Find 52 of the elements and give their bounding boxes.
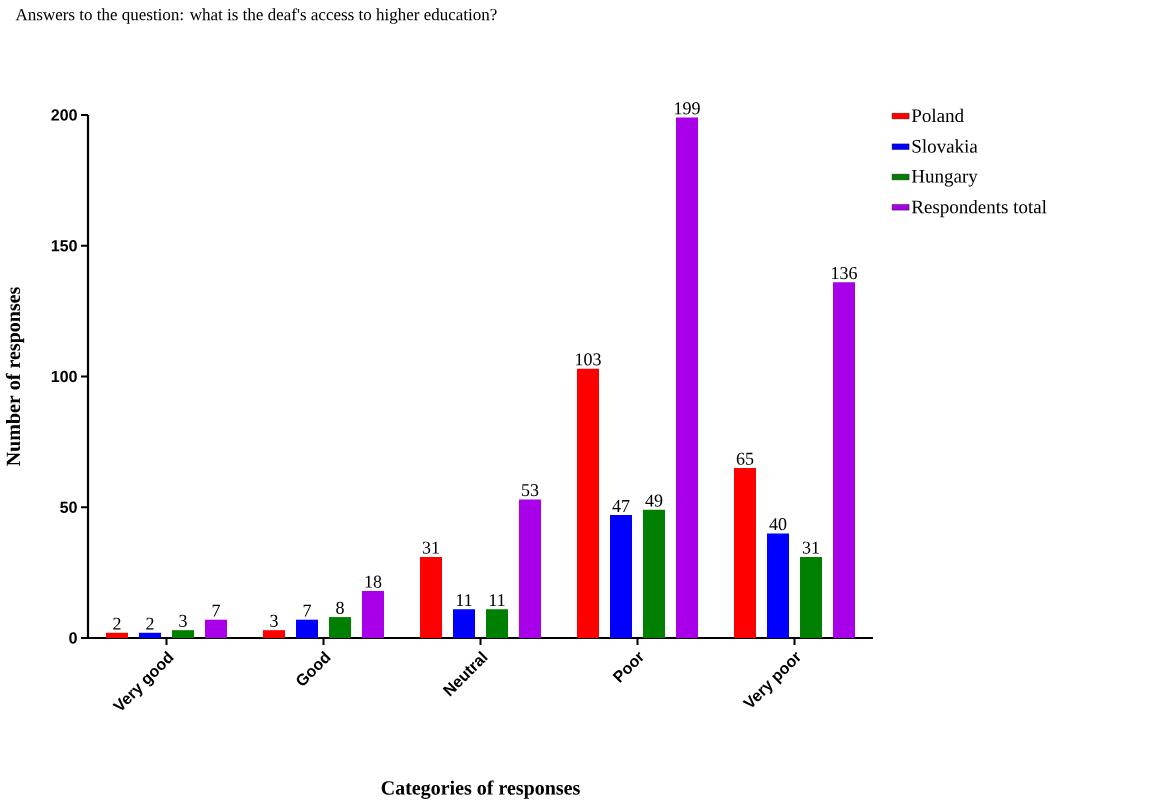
- y-tick-label: 0: [69, 632, 77, 644]
- data-label: 103: [576, 353, 601, 366]
- bar: [205, 619, 227, 638]
- bar: [453, 609, 475, 638]
- data-label: 7: [212, 604, 220, 617]
- y-tick-label: 50: [60, 501, 77, 513]
- bar: [676, 117, 699, 638]
- data-label: 2: [146, 617, 154, 630]
- data-label: 47: [612, 500, 630, 512]
- legend-label: Hungary: [911, 170, 978, 187]
- bar: [263, 630, 285, 638]
- y-axis-title: Number of responses: [5, 287, 25, 466]
- y-tick-label: 200: [51, 109, 77, 121]
- bar: [610, 515, 632, 638]
- data-label: 2: [113, 617, 121, 630]
- data-label: 7: [303, 604, 311, 617]
- data-label: 11: [489, 594, 505, 607]
- data-label: 65: [736, 452, 754, 465]
- bar: [362, 590, 384, 638]
- legend-label: Slovakia: [912, 139, 978, 153]
- legend-label: Poland: [911, 108, 964, 123]
- data-label: 136: [832, 267, 857, 280]
- bar: [106, 632, 128, 638]
- data-label: 31: [802, 541, 819, 554]
- data-label: 3: [270, 614, 278, 627]
- bar: [329, 617, 351, 638]
- bar: [139, 632, 161, 638]
- legend-label: Respondents total: [911, 199, 1047, 218]
- bar: [519, 499, 541, 638]
- y-tick-label: 100: [51, 370, 77, 383]
- bar: [643, 509, 665, 638]
- bar: [833, 282, 856, 638]
- data-label: 49: [645, 494, 663, 507]
- bar: [486, 609, 508, 638]
- data-label: 53: [522, 484, 539, 497]
- data-label: 40: [769, 518, 787, 531]
- data-label: 8: [336, 601, 344, 614]
- bar: [296, 619, 318, 638]
- bar: [172, 630, 194, 638]
- bar: [577, 368, 599, 638]
- data-label: 11: [456, 594, 472, 607]
- data-label: 31: [422, 541, 439, 554]
- bar: [767, 533, 790, 638]
- data-label: 199: [675, 102, 700, 115]
- y-tick-label: 150: [51, 240, 77, 252]
- data-label: 3: [179, 614, 187, 627]
- data-label: 18: [365, 575, 382, 588]
- bar: [420, 556, 442, 638]
- chart-title: Answers to the question: what is the deaf's access to higher education?: [15, 8, 497, 24]
- bar: [734, 468, 757, 638]
- bar: [800, 556, 823, 638]
- x-axis-title: Categories of responses: [381, 780, 580, 799]
